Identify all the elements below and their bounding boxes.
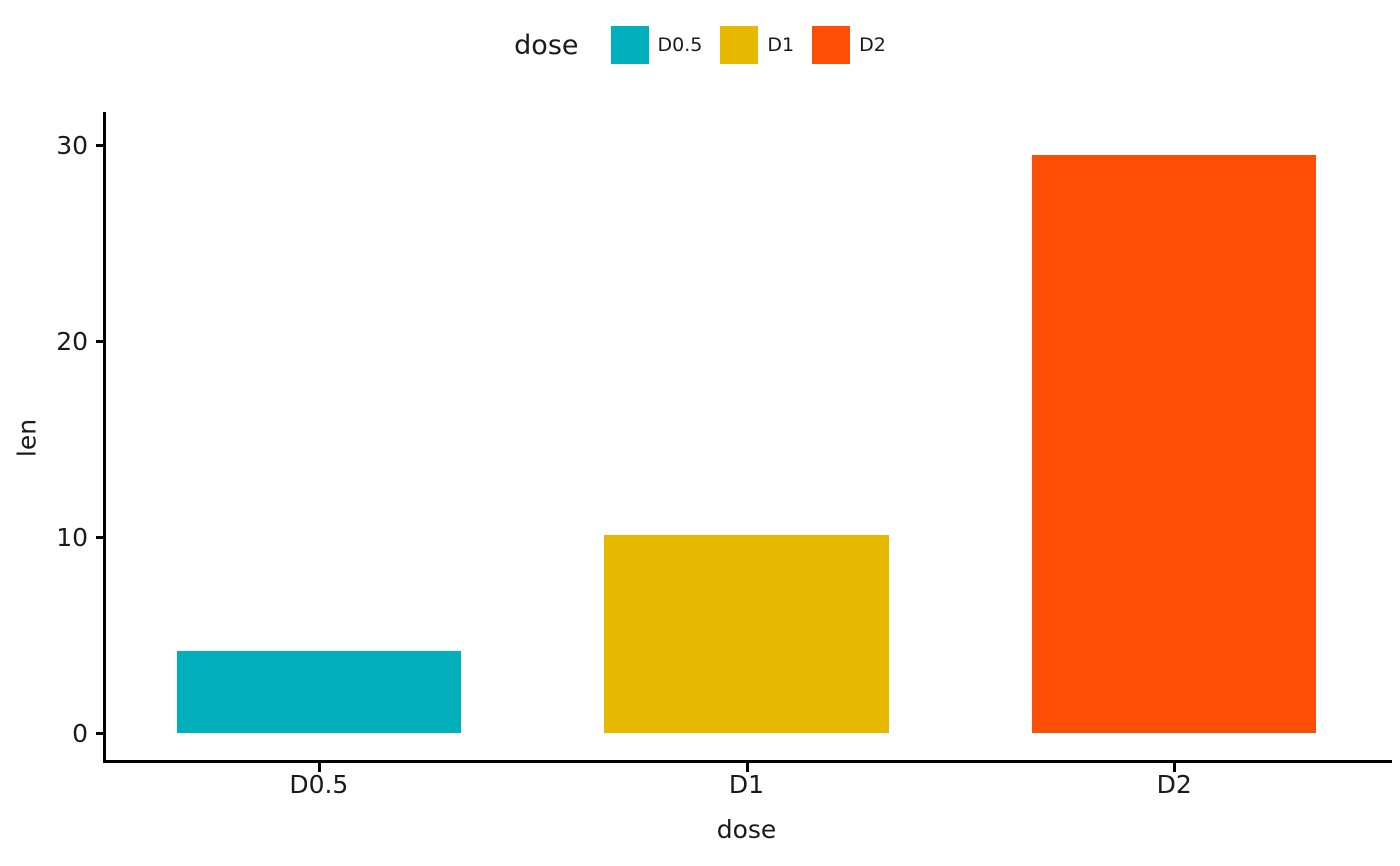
legend-entry-d1: D1 xyxy=(720,26,794,64)
y-tick-mark xyxy=(96,732,105,735)
x-tick-label: D2 xyxy=(1156,770,1192,799)
y-tick-mark xyxy=(96,144,105,147)
legend-entry-d2: D2 xyxy=(812,26,886,64)
x-tick-label: D1 xyxy=(728,770,765,799)
bar-d0-5 xyxy=(176,650,462,733)
legend-label: D2 xyxy=(859,34,886,56)
y-tick-mark xyxy=(96,340,105,343)
x-tick-mark xyxy=(317,763,321,772)
x-axis-title: dose xyxy=(716,815,777,844)
legend-entry-d0-5: D0.5 xyxy=(610,26,703,64)
x-tick-label: D0.5 xyxy=(289,770,349,799)
y-tick-label: 20 xyxy=(56,327,88,356)
legend-entries: D0.5 D1 D2 xyxy=(593,26,886,64)
x-tick-mark xyxy=(1173,763,1177,772)
legend-swatch xyxy=(720,26,759,64)
y-tick-label: 0 xyxy=(72,719,88,748)
legend-title: dose xyxy=(514,29,579,61)
legend-swatch xyxy=(812,26,851,64)
legend-label: D1 xyxy=(767,34,795,56)
legend-label: D0.5 xyxy=(657,34,703,56)
bar-d2 xyxy=(1031,154,1317,733)
legend: dose D0.5 D1 D2 xyxy=(0,26,1400,64)
y-tick-label: 30 xyxy=(56,131,88,160)
y-axis-line xyxy=(103,112,106,763)
legend-swatch xyxy=(610,26,649,64)
y-tick-mark xyxy=(96,536,105,539)
y-axis-title: len xyxy=(12,418,42,458)
bar-d1 xyxy=(604,535,889,733)
x-tick-mark xyxy=(745,763,749,772)
x-axis-line xyxy=(103,760,1392,763)
y-tick-label: 10 xyxy=(56,523,88,552)
